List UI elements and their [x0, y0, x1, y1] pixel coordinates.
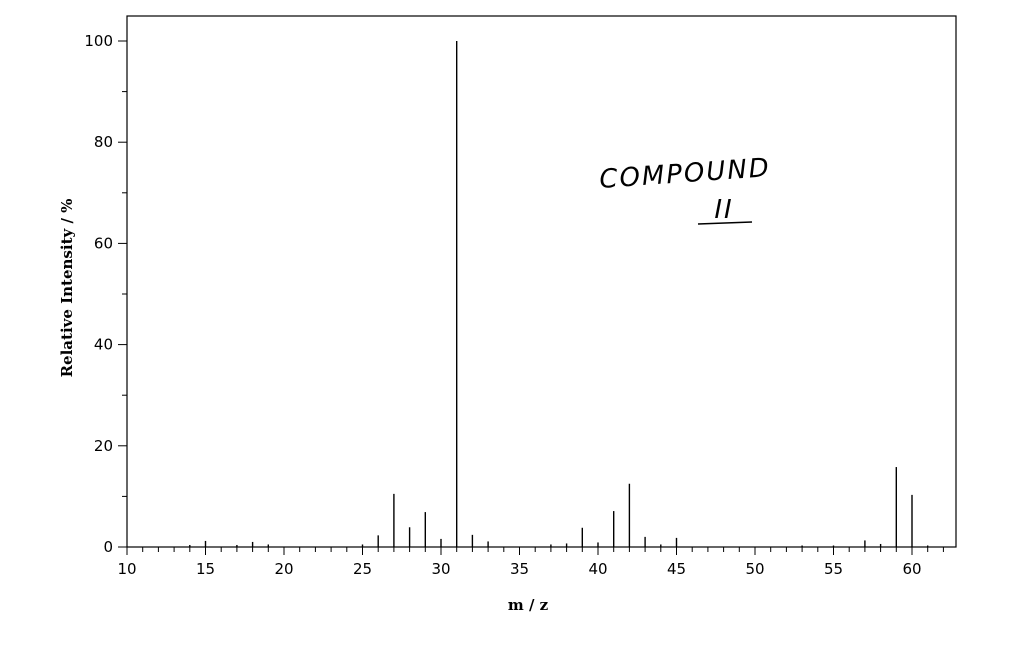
x-axis-ticks: 10 15 20 25 30 35 40 45 50 55 60: [117, 547, 944, 578]
x-tick-label: 35: [510, 560, 529, 578]
plot-frame: [126, 15, 957, 548]
x-tick-label: 55: [824, 560, 843, 578]
handwritten-annotation: COMPOUND II: [598, 153, 771, 225]
y-tick-label: 0: [103, 538, 113, 556]
y-axis-title: Relative Intensity / %: [58, 199, 76, 378]
x-axis-title: m / z: [508, 596, 549, 614]
y-tick-label: 100: [84, 32, 113, 50]
y-tick-label: 80: [94, 133, 113, 151]
x-tick-label: 15: [196, 560, 215, 578]
y-axis-ticks: 0 20 40 60 80 100: [84, 32, 127, 556]
x-tick-label: 50: [745, 560, 764, 578]
y-tick-label: 60: [94, 234, 113, 252]
x-tick-label: 25: [353, 560, 372, 578]
x-tick-label: 10: [117, 560, 136, 578]
x-tick-label: 40: [588, 560, 607, 578]
x-tick-label: 45: [667, 560, 686, 578]
y-tick-label: 40: [94, 336, 113, 354]
x-tick-label: 30: [431, 560, 450, 578]
annotation-compound: COMPOUND: [598, 153, 771, 195]
spectrum-peaks: [189, 41, 929, 547]
x-tick-label: 60: [902, 560, 921, 578]
x-tick-label: 20: [274, 560, 293, 578]
annotation-roman-numeral: II: [714, 195, 733, 225]
annotation-underline: [697, 221, 753, 225]
y-tick-label: 20: [94, 437, 113, 455]
